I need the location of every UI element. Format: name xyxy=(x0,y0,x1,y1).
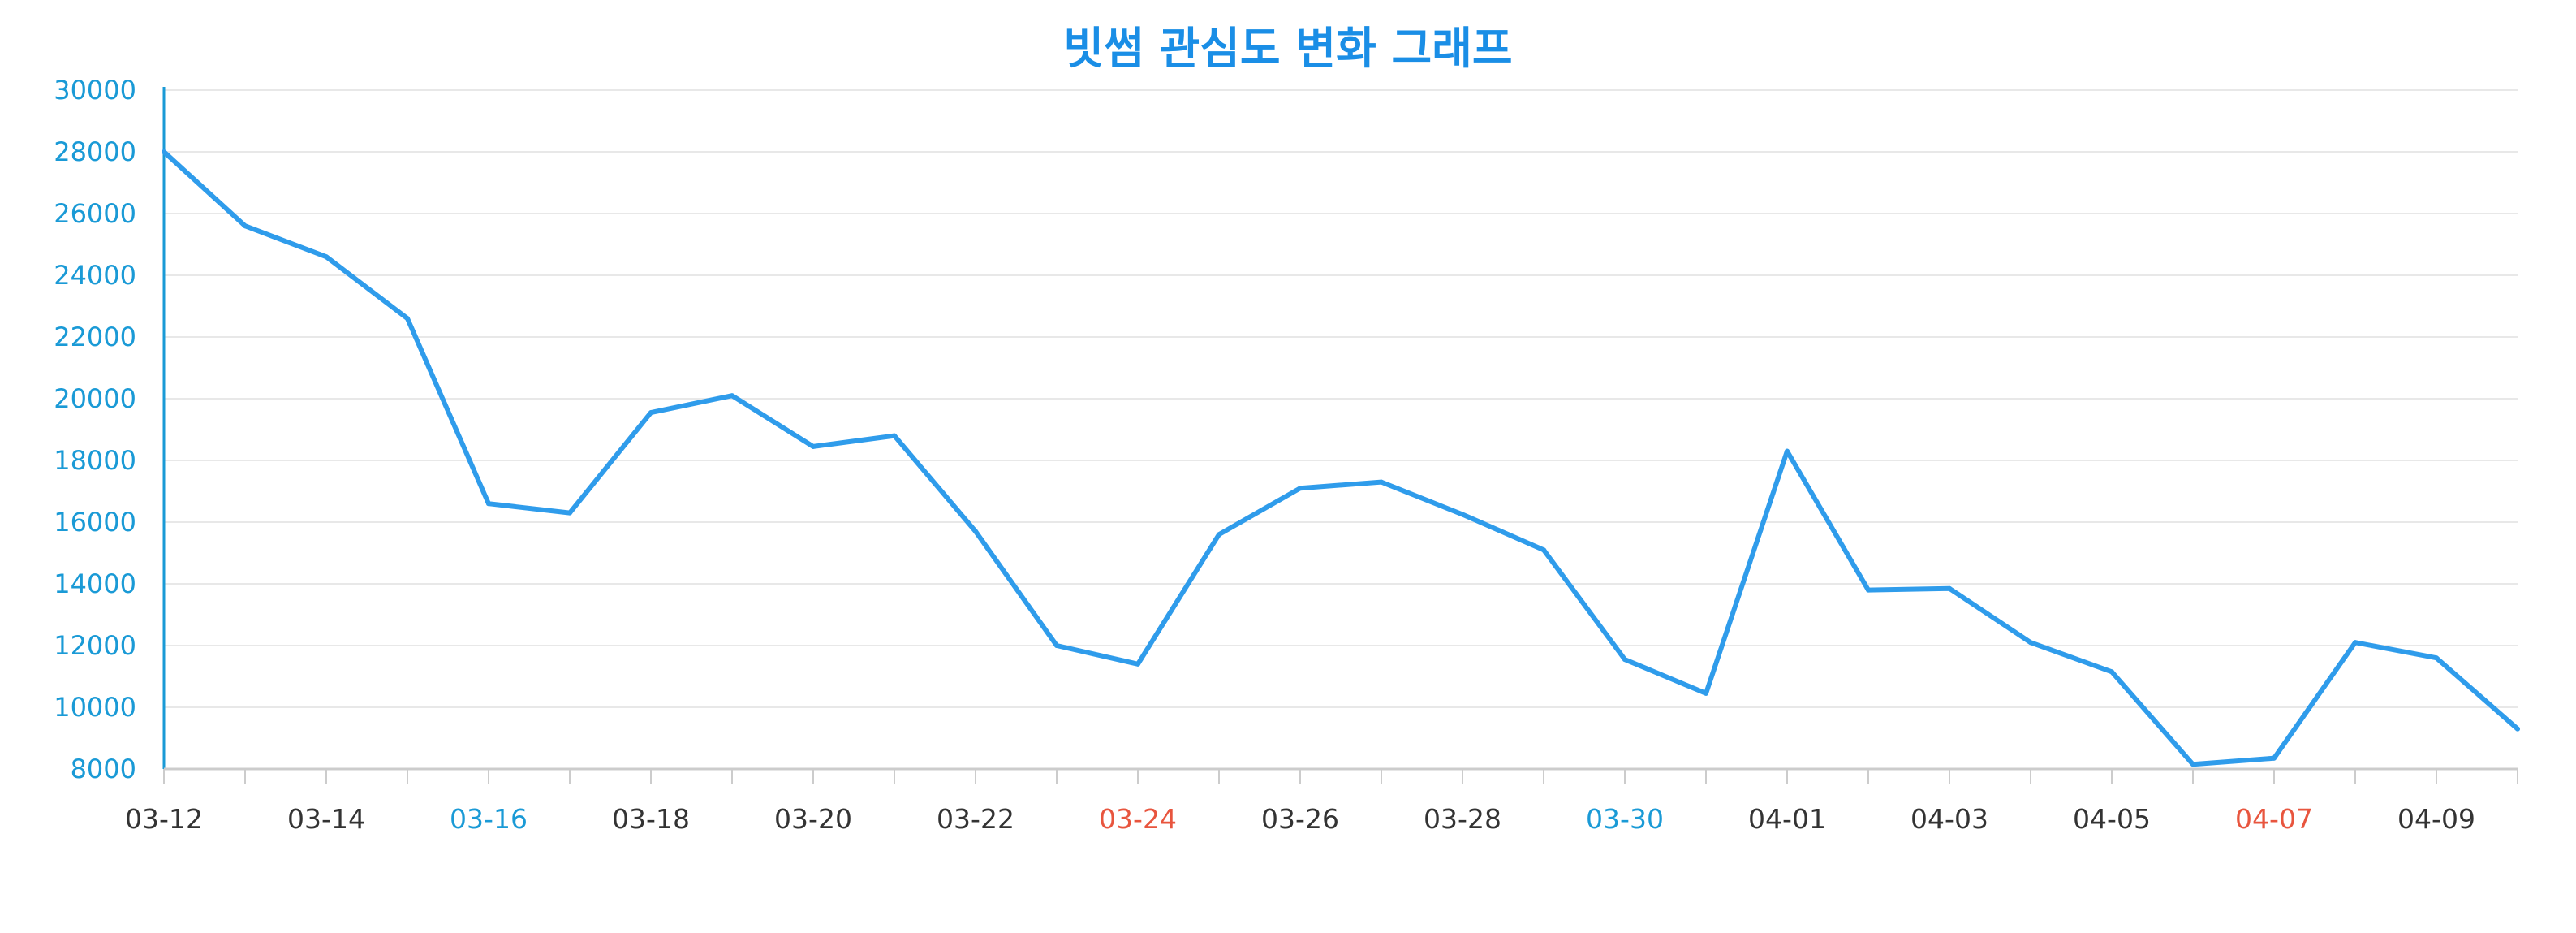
x-tick-label: 03-24 xyxy=(1099,803,1177,835)
y-tick-label: 10000 xyxy=(54,692,136,723)
x-tick-label: 03-20 xyxy=(774,803,852,835)
data-point[interactable] xyxy=(1217,532,1221,538)
data-point[interactable] xyxy=(1460,512,1465,517)
data-point[interactable] xyxy=(162,149,166,154)
data-point[interactable] xyxy=(2028,640,2033,646)
data-point[interactable] xyxy=(1785,448,1790,454)
y-tick-label: 22000 xyxy=(54,322,136,352)
data-point[interactable] xyxy=(243,223,248,229)
y-tick-label: 28000 xyxy=(54,136,136,167)
x-tick-label: 03-14 xyxy=(287,803,365,835)
data-point[interactable] xyxy=(892,433,897,438)
y-tick-label: 14000 xyxy=(54,568,136,599)
x-tick-label: 03-26 xyxy=(1261,803,1339,835)
data-point[interactable] xyxy=(1704,690,1708,696)
data-point[interactable] xyxy=(811,443,816,449)
data-point[interactable] xyxy=(1054,643,1059,648)
x-tick-label: 03-28 xyxy=(1424,803,1501,835)
data-point[interactable] xyxy=(1135,661,1140,667)
data-point[interactable] xyxy=(2515,726,2520,732)
data-point[interactable] xyxy=(1541,547,1546,553)
x-tick-label: 04-09 xyxy=(2397,803,2475,835)
x-tick-label: 04-07 xyxy=(2235,803,2313,835)
x-tick-label: 04-01 xyxy=(1748,803,1826,835)
data-point[interactable] xyxy=(2272,755,2277,761)
series-line xyxy=(162,149,2520,767)
chart-title: 빗썸 관심도 변화 그래프 xyxy=(1063,23,1512,74)
data-point[interactable] xyxy=(973,529,978,534)
data-point[interactable] xyxy=(2109,669,2114,675)
data-point[interactable] xyxy=(2353,640,2358,646)
data-point[interactable] xyxy=(648,410,653,416)
y-tick-label: 26000 xyxy=(54,198,136,229)
data-point[interactable] xyxy=(1298,486,1303,491)
data-point[interactable] xyxy=(730,393,734,399)
y-tick-label: 16000 xyxy=(54,507,136,538)
y-tick-label: 24000 xyxy=(54,260,136,291)
data-point[interactable] xyxy=(2434,655,2439,661)
data-point[interactable] xyxy=(1866,587,1871,593)
gridlines xyxy=(164,89,2518,708)
data-point[interactable] xyxy=(405,316,410,322)
x-tick-label: 04-03 xyxy=(1910,803,1988,835)
data-point[interactable] xyxy=(1622,657,1627,663)
data-point[interactable] xyxy=(1379,479,1384,485)
series-layer xyxy=(162,149,2520,767)
x-tick-label: 03-22 xyxy=(937,803,1014,835)
y-tick-label: 30000 xyxy=(54,75,136,106)
y-tick-label: 20000 xyxy=(54,383,136,414)
y-tick-label: 12000 xyxy=(54,630,136,661)
x-tick-label: 04-05 xyxy=(2073,803,2151,835)
x-tick-label: 03-18 xyxy=(612,803,690,835)
data-point[interactable] xyxy=(2190,762,2195,767)
data-point[interactable] xyxy=(567,510,572,516)
x-tick-label: 03-12 xyxy=(125,803,203,835)
y-tick-label: 8000 xyxy=(71,754,136,784)
data-point[interactable] xyxy=(324,254,329,260)
x-tick-label: 03-30 xyxy=(1586,803,1664,835)
y-tick-labels: 8000 10000 12000 14000 16000 18000 20000 22000 2… xyxy=(54,75,136,784)
y-tick-label: 18000 xyxy=(54,445,136,476)
data-point[interactable] xyxy=(1947,585,1952,591)
axes xyxy=(162,87,2518,771)
x-tick-label: 03-16 xyxy=(450,803,528,835)
data-point[interactable] xyxy=(486,501,491,507)
x-ticks: 03-12 03-14 03-16 03-18 03-20 03-22 03-24 03-26… xyxy=(125,769,2518,835)
